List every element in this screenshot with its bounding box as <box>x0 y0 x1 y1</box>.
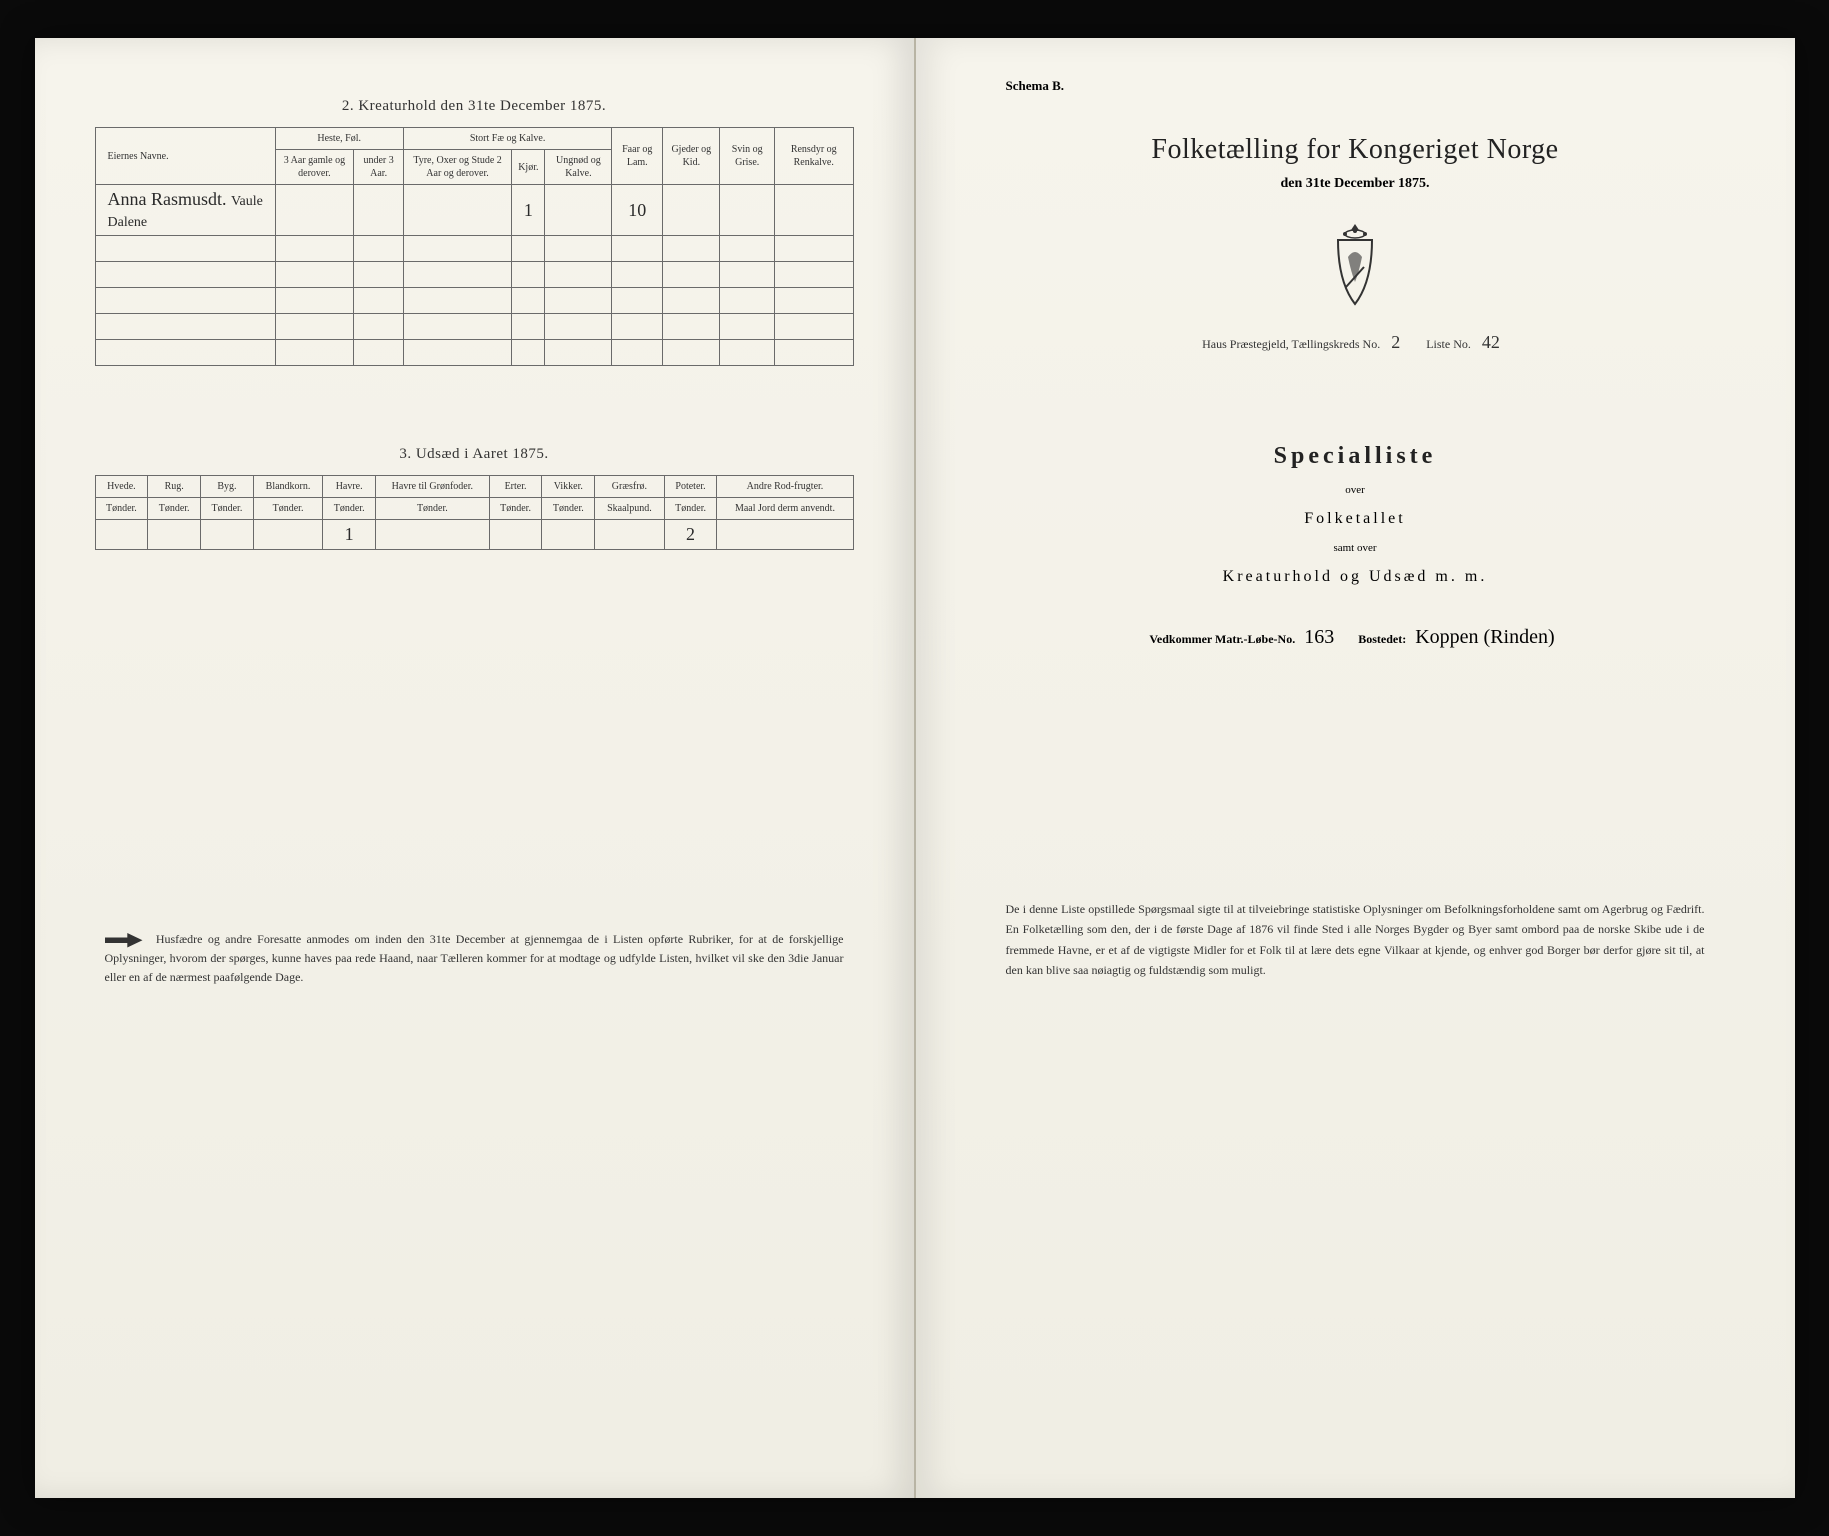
col-blandkorn: Blandkorn. <box>253 476 322 498</box>
pointing-hand-icon <box>105 931 143 949</box>
unit: Maal Jord derm anvendt. <box>717 498 853 520</box>
cell <box>545 185 612 236</box>
cell <box>717 520 853 550</box>
vedkommer-label2: Bostedet: <box>1358 632 1406 646</box>
col-byg: Byg. <box>201 476 254 498</box>
unit: Tønder. <box>253 498 322 520</box>
unit: Tønder. <box>148 498 201 520</box>
col-havregron: Havre til Grønfoder. <box>376 476 490 498</box>
samt-label: samt over <box>976 542 1735 554</box>
col-andre: Andre Rod-frugter. <box>717 476 853 498</box>
cell <box>376 520 490 550</box>
schema-label: Schema B. <box>1006 78 1735 94</box>
section2-title: 2. Kreaturhold den 31te December 1875. <box>95 98 854 115</box>
parish-label1: Haus Præstegjeld, Tællingskreds No. <box>1202 337 1380 351</box>
cell <box>275 185 354 236</box>
liste-no: 42 <box>1474 332 1508 352</box>
kreatur-label: Kreaturhold og Udsæd m. m. <box>976 568 1735 586</box>
cell-faar: 10 <box>612 185 663 236</box>
cell <box>542 520 595 550</box>
sub-3aar: 3 Aar gamle og derover. <box>275 150 354 185</box>
unit: Tønder. <box>664 498 717 520</box>
sub-tyre: Tyre, Oxer og Stude 2 Aar og derover. <box>403 150 511 185</box>
coat-of-arms-icon <box>1320 222 1390 312</box>
col-rensdyr: Rensdyr og Renkalve. <box>774 128 853 185</box>
footnote-text: Husfædre og andre Foresatte anmodes om i… <box>105 932 844 984</box>
unit: Tønder. <box>376 498 490 520</box>
cell <box>253 520 322 550</box>
col-graesfro: Græsfrø. <box>595 476 664 498</box>
cell-kjor: 1 <box>512 185 545 236</box>
cell <box>595 520 664 550</box>
folketallet-label: Folketallet <box>976 510 1735 528</box>
sub-under3: under 3 Aar. <box>354 150 404 185</box>
book-spread: 2. Kreaturhold den 31te December 1875. E… <box>35 38 1795 1498</box>
table-row <box>95 288 853 314</box>
table-row: 1 2 <box>95 520 853 550</box>
unit: Tønder. <box>489 498 542 520</box>
col-havre: Havre. <box>323 476 376 498</box>
cell <box>489 520 542 550</box>
cell <box>403 185 511 236</box>
table-row <box>95 262 853 288</box>
left-footnote: Husfædre og andre Foresatte anmodes om i… <box>95 930 854 988</box>
col-faar: Faar og Lam. <box>612 128 663 185</box>
over-label: over <box>976 484 1735 496</box>
section3-title: 3. Udsæd i Aaret 1875. <box>95 446 854 463</box>
col-svin: Svin og Grise. <box>720 128 775 185</box>
cell-poteter: 2 <box>664 520 717 550</box>
col-vikker: Vikker. <box>542 476 595 498</box>
page-left: 2. Kreaturhold den 31te December 1875. E… <box>35 38 916 1498</box>
udsaed-table: Hvede. Rug. Byg. Blandkorn. Havre. Havre… <box>95 475 854 550</box>
main-title: Folketælling for Kongeriget Norge <box>976 134 1735 166</box>
bosted: Koppen (Rinden) <box>1409 626 1560 648</box>
table-header-row: Eiernes Navne. Heste, Føl. Stort Fæ og K… <box>95 128 853 150</box>
col-gjeder: Gjeder og Kid. <box>663 128 720 185</box>
cell <box>201 520 254 550</box>
table-header-row: Hvede. Rug. Byg. Blandkorn. Havre. Havre… <box>95 476 853 498</box>
cell <box>663 185 720 236</box>
sub-date: den 31te December 1875. <box>976 176 1735 192</box>
cell <box>774 185 853 236</box>
unit: Skaalpund. <box>595 498 664 520</box>
cell <box>148 520 201 550</box>
table-row <box>95 340 853 366</box>
page-right: Schema B. Folketælling for Kongeriget No… <box>916 38 1795 1498</box>
col-stortfae: Stort Fæ og Kalve. <box>403 128 611 150</box>
parish-label2: Liste No. <box>1426 337 1471 351</box>
col-eiernes-navne: Eiernes Navne. <box>95 128 275 185</box>
right-footnote: De i denne Liste opstillede Spørgsmaal s… <box>976 899 1735 981</box>
kreaturhold-table: Eiernes Navne. Heste, Føl. Stort Fæ og K… <box>95 127 854 366</box>
cell <box>95 520 148 550</box>
table-row: Anna Rasmusdt. Vaule Dalene 1 10 <box>95 185 853 236</box>
vedkommer-line: Vedkommer Matr.-Løbe-No. 163 Bostedet: K… <box>976 626 1735 649</box>
owner-name: Anna Rasmusdt. Vaule Dalene <box>95 185 275 236</box>
sub-kjor: Kjør. <box>512 150 545 185</box>
col-rug: Rug. <box>148 476 201 498</box>
col-heste: Heste, Føl. <box>275 128 403 150</box>
col-hvede: Hvede. <box>95 476 148 498</box>
cell <box>720 185 775 236</box>
parish-line: Haus Præstegjeld, Tællingskreds No. 2 Li… <box>976 332 1735 353</box>
unit: Tønder. <box>542 498 595 520</box>
unit: Tønder. <box>95 498 148 520</box>
owner-firstname: Anna Rasmusdt. <box>108 189 227 209</box>
col-erter: Erter. <box>489 476 542 498</box>
vedkommer-label1: Vedkommer Matr.-Løbe-No. <box>1149 632 1295 646</box>
kreds-no: 2 <box>1383 332 1408 352</box>
cell-havre: 1 <box>323 520 376 550</box>
table-row <box>95 236 853 262</box>
specialliste-title: Specialliste <box>976 443 1735 470</box>
sub-ungnod: Ungnød og Kalve. <box>545 150 612 185</box>
matr-no: 163 <box>1298 626 1340 648</box>
unit: Tønder. <box>323 498 376 520</box>
col-poteter: Poteter. <box>664 476 717 498</box>
table-units-row: Tønder. Tønder. Tønder. Tønder. Tønder. … <box>95 498 853 520</box>
unit: Tønder. <box>201 498 254 520</box>
cell <box>354 185 404 236</box>
table-row <box>95 314 853 340</box>
